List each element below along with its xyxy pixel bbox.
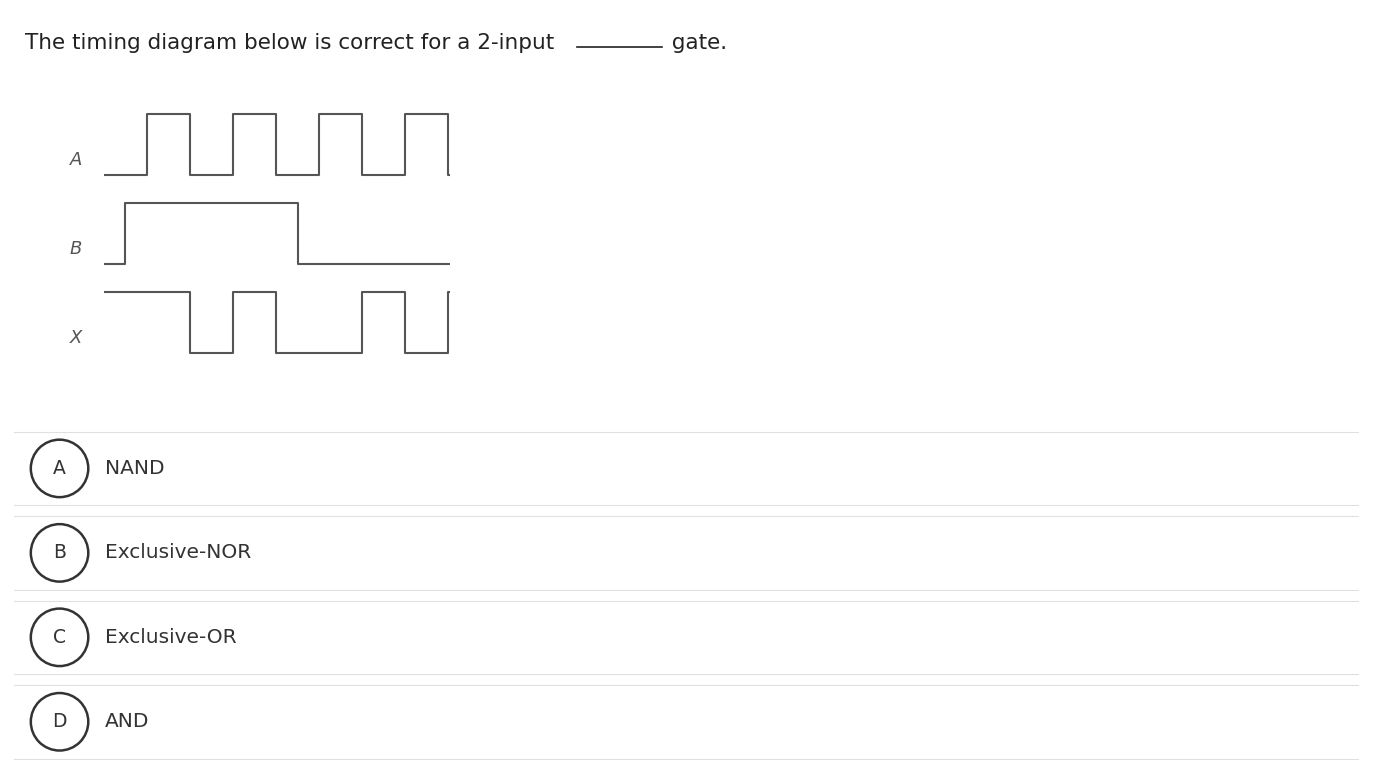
Text: B: B	[70, 240, 81, 258]
Text: X: X	[70, 329, 81, 347]
Text: AND: AND	[105, 712, 150, 731]
Text: A: A	[70, 151, 81, 169]
Text: NAND: NAND	[105, 459, 166, 478]
Text: gate.: gate.	[665, 33, 727, 53]
Text: The timing diagram below is correct for a 2-input: The timing diagram below is correct for …	[25, 33, 560, 53]
Text: Exclusive-OR: Exclusive-OR	[105, 628, 237, 647]
Text: Exclusive-NOR: Exclusive-NOR	[105, 543, 251, 562]
